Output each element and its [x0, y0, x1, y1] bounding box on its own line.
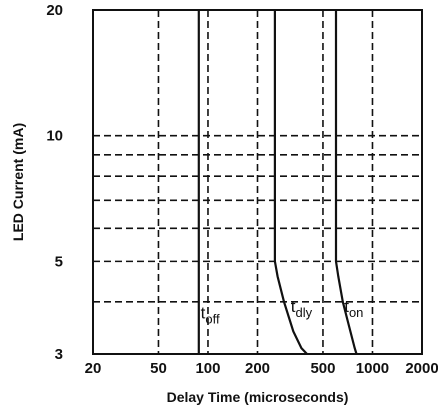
x-tick-label: 100 — [195, 360, 220, 377]
y-tick-label: 5 — [55, 253, 63, 270]
curve-label-dly: tdly — [291, 297, 313, 320]
x-axis-label: Delay Time (microseconds) — [167, 389, 349, 405]
curve-dly — [273, 10, 308, 355]
curve-label-off: toff — [201, 303, 220, 326]
curves — [197, 10, 358, 355]
curve-on — [334, 10, 358, 355]
y-axis-label: LED Current (mA) — [10, 123, 26, 241]
tick-labels: 20 50 100 200 500 1000 2000 3 5 10 20 — [46, 2, 438, 377]
x-tick-label: 1000 — [356, 360, 389, 377]
y-tick-label: 20 — [46, 2, 63, 19]
x-tick-label: 200 — [245, 360, 270, 377]
curve-label-on: ton — [344, 297, 363, 320]
plot-frame — [92, 9, 423, 355]
x-tick-label: 20 — [85, 360, 102, 377]
x-tick-label: 2000 — [405, 360, 438, 377]
grid-lines — [93, 10, 422, 354]
y-tick-label: 3 — [55, 346, 63, 363]
x-tick-label: 50 — [150, 360, 167, 377]
x-tick-label: 500 — [310, 360, 335, 377]
y-tick-label: 10 — [46, 128, 63, 145]
curve-labels: toff tdly ton — [201, 297, 364, 326]
